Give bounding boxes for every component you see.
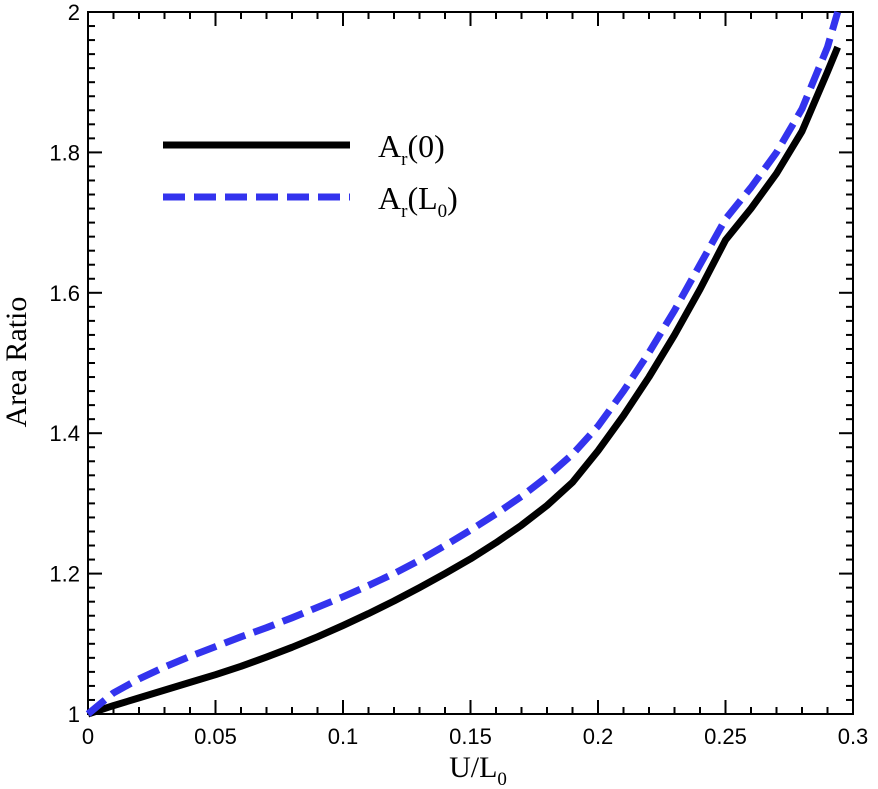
legend-label-ar-0: Ar(0) bbox=[378, 128, 445, 170]
series-line-ar-0 bbox=[86, 45, 841, 718]
series-line-ar-l0 bbox=[85, 11, 842, 717]
x-tick-label: 0.1 bbox=[328, 724, 359, 749]
x-tick-label: 0.2 bbox=[583, 724, 614, 749]
y-tick-label: 1.8 bbox=[49, 140, 80, 165]
x-axis-ticks: 0 0.05 0.1 0.15 0.2 0.25 0.3 bbox=[82, 12, 868, 749]
plot-frame bbox=[87, 11, 854, 715]
y-tick-label: 1.6 bbox=[49, 281, 80, 306]
y-tick-label: 1 bbox=[68, 702, 80, 727]
y-axis-label: Area Ratio bbox=[0, 297, 33, 428]
x-tick-label: 0 bbox=[82, 724, 94, 749]
x-tick-label: 0.15 bbox=[449, 724, 492, 749]
y-tick-label: 1.4 bbox=[49, 421, 80, 446]
y-axis-ticks: 1 1.2 1.4 1.6 1.8 2 bbox=[49, 0, 853, 727]
plot-border bbox=[87, 11, 854, 715]
x-axis-label: U/L0 bbox=[449, 751, 507, 789]
series-lines bbox=[85, 11, 842, 718]
x-tick-label: 0.05 bbox=[194, 724, 237, 749]
y-tick-label: 2 bbox=[68, 0, 80, 25]
legend: Ar(0) Ar(L0) bbox=[163, 128, 458, 222]
legend-label-ar-l0: Ar(L0) bbox=[378, 180, 458, 222]
x-tick-label: 0.3 bbox=[838, 724, 869, 749]
y-tick-label: 1.2 bbox=[49, 562, 80, 587]
x-tick-label: 0.25 bbox=[704, 724, 747, 749]
